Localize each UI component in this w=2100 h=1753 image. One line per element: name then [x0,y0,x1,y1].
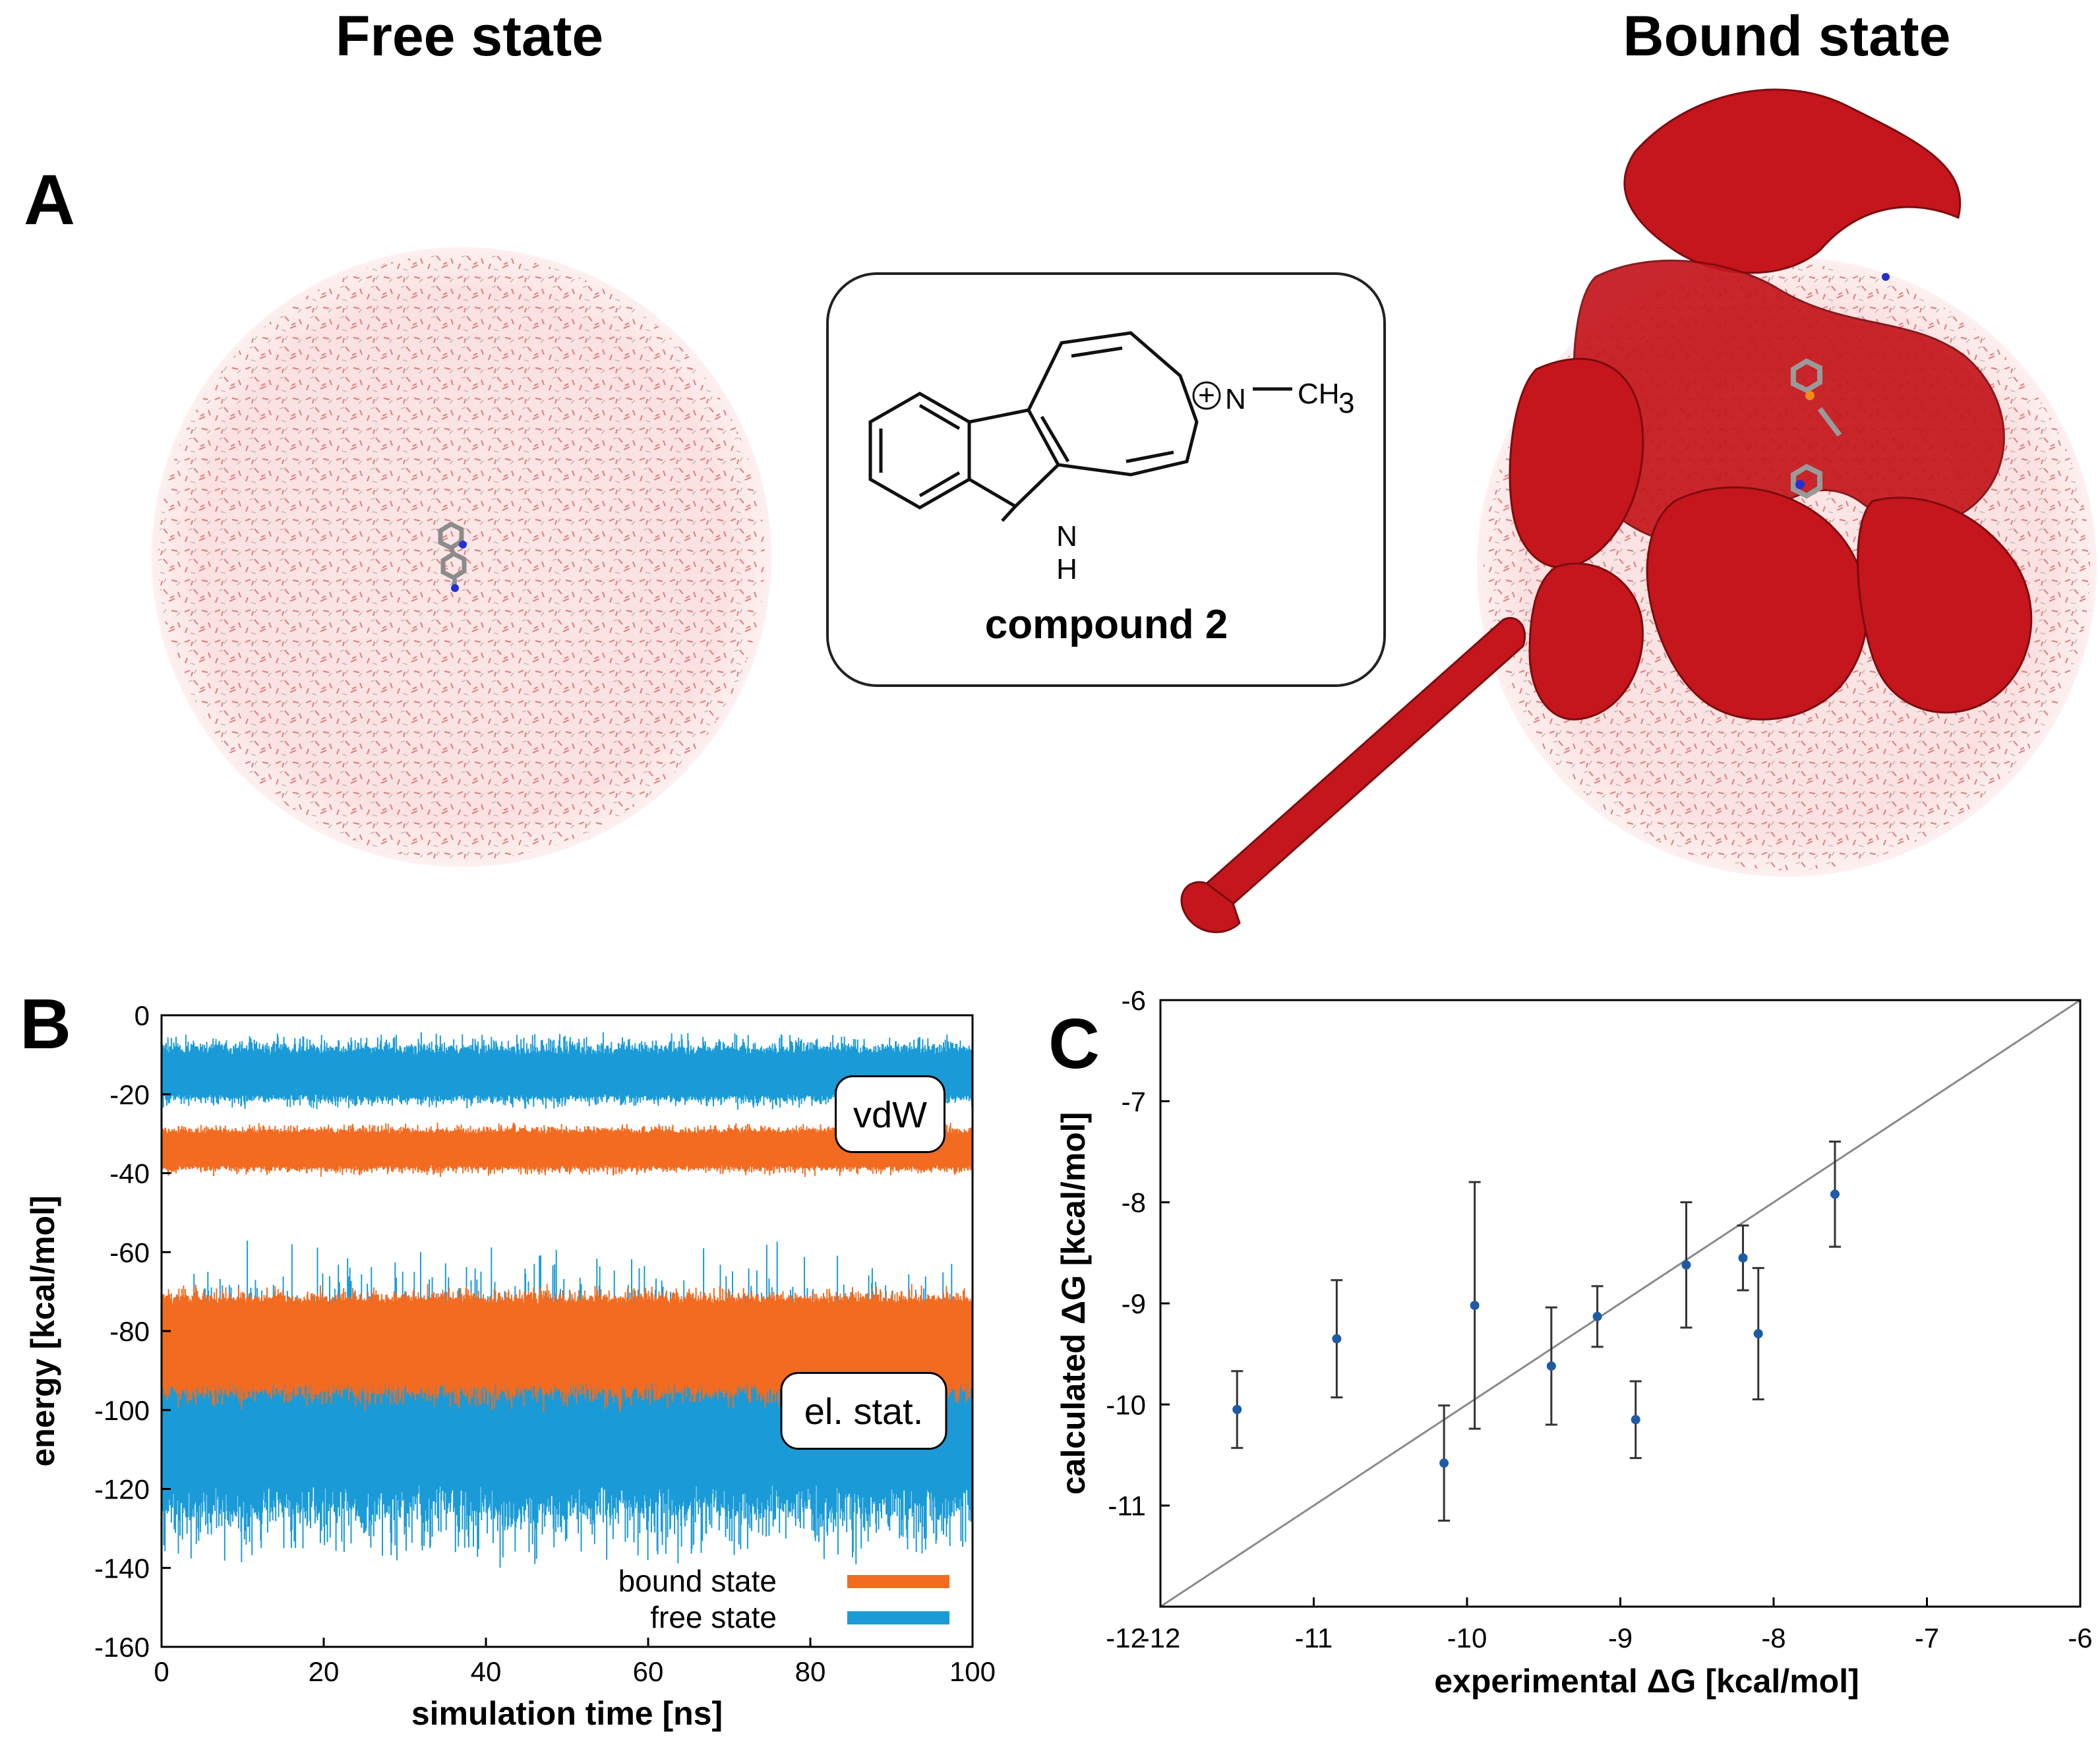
bound-state-title: Bound state [1623,5,1951,68]
data-marker [1232,1405,1242,1414]
methyl-label: CH [1298,378,1340,410]
panel-label-c: C [1048,1003,1100,1083]
protein-ribbon [1180,88,2033,934]
y-tick-label: -160 [94,1632,150,1663]
methyl-subscript: 3 [1338,387,1354,419]
panel-label-b: B [20,984,71,1063]
data-marker [1753,1329,1763,1338]
annotation-el-stat: el. stat. [804,1390,924,1432]
data-point-4 [1468,1181,1481,1430]
indole-h-label: H [1056,553,1077,585]
y-tick-label: -12 [1106,1622,1146,1653]
y-tick-label: -10 [1106,1389,1146,1420]
legend-label: free state [650,1600,777,1634]
x-tick-label: -11 [1295,1622,1333,1653]
x-tick-label: -7 [1915,1622,1939,1653]
series-bound-state-el-stat- [161,1284,973,1413]
free-ligand-molecule [438,521,467,592]
x-tick-label: -6 [2068,1622,2092,1653]
legend-swatch [847,1611,949,1624]
data-marker [1681,1260,1691,1270]
panel-label-a: A [24,160,75,239]
data-point-9 [1737,1224,1749,1292]
bound-ligand-sticks [1791,273,1890,499]
data-marker [1470,1301,1480,1311]
data-marker [1738,1253,1748,1263]
annotation-vdw: vdW [853,1094,927,1135]
data-point-3 [1438,1404,1451,1522]
x-tick-label: 100 [949,1656,996,1687]
data-point-7 [1629,1380,1642,1460]
y-axis-title: energy [kcal/mol] [24,1195,61,1466]
legend-label: bound state [618,1564,777,1598]
pyridinium-n-label: N [1225,383,1246,415]
annotation-box [835,1075,945,1153]
legend-swatch [847,1575,949,1588]
y-tick-label: -9 [1122,1288,1146,1319]
x-tick-label: 40 [471,1656,502,1687]
data-point-5 [1545,1306,1557,1426]
carboline-skeleton [868,331,1292,522]
data-point-8 [1680,1201,1693,1329]
y-tick-label: -11 [1108,1491,1146,1522]
y-tick-label: 0 [135,1000,150,1031]
x-tick-label: 80 [795,1656,826,1687]
data-point-6 [1591,1285,1604,1348]
y-tick-label: -140 [94,1553,150,1584]
x-tick-label: 60 [633,1656,664,1687]
data-marker [1592,1311,1602,1321]
y-tick-label: -40 [109,1158,150,1189]
data-marker [1830,1189,1840,1199]
free-state-title: Free state [336,5,603,68]
x-tick-label: 0 [154,1656,169,1687]
indole-n-label: N [1056,520,1077,552]
data-point-10 [1752,1266,1764,1401]
annotation-box [780,1372,947,1450]
x-axis-title: experimental ΔG [kcal/mol] [1434,1663,1859,1700]
y-tick-label: -7 [1122,1086,1146,1117]
x-axis-title: simulation time [ns] [411,1695,723,1732]
x-tick-label: -8 [1761,1622,1785,1653]
y-tick-label: -8 [1122,1187,1146,1218]
x-tick-label: -9 [1608,1622,1633,1653]
positive-charge-icon [1192,381,1221,410]
compound-name: compound 2 [985,602,1228,647]
y-tick-label: -20 [109,1079,150,1110]
x-tick-label: -12 [1141,1622,1181,1653]
y-tick-label: -6 [1122,985,1146,1016]
data-point-11 [1829,1141,1841,1248]
charge-symbol: + [1198,379,1215,411]
x-tick-label: -10 [1447,1622,1487,1653]
data-marker [1631,1415,1640,1425]
y-tick-label: -80 [109,1316,150,1347]
data-marker [1439,1458,1449,1468]
y-axis-title: calculated ΔG [kcal/mol] [1055,1112,1092,1495]
data-marker [1546,1361,1556,1371]
dg-correlation-chart: -6 -7 -8 -9 -10 -11 -12 -11 -10 -9 -8 -7 -6 -12 experi… [1055,985,2093,1700]
data-point-1 [1231,1370,1244,1449]
compound-structure-box: + N CH 3 N H compound 2 [826,272,1386,687]
y-tick-label: -120 [94,1474,150,1505]
data-marker [1332,1334,1342,1344]
x-tick-label: 20 [309,1656,340,1687]
data-point-2 [1331,1279,1343,1399]
y-tick-label: -60 [109,1237,150,1268]
identity-line [1160,999,2081,1608]
y-tick-label: -100 [94,1395,150,1426]
